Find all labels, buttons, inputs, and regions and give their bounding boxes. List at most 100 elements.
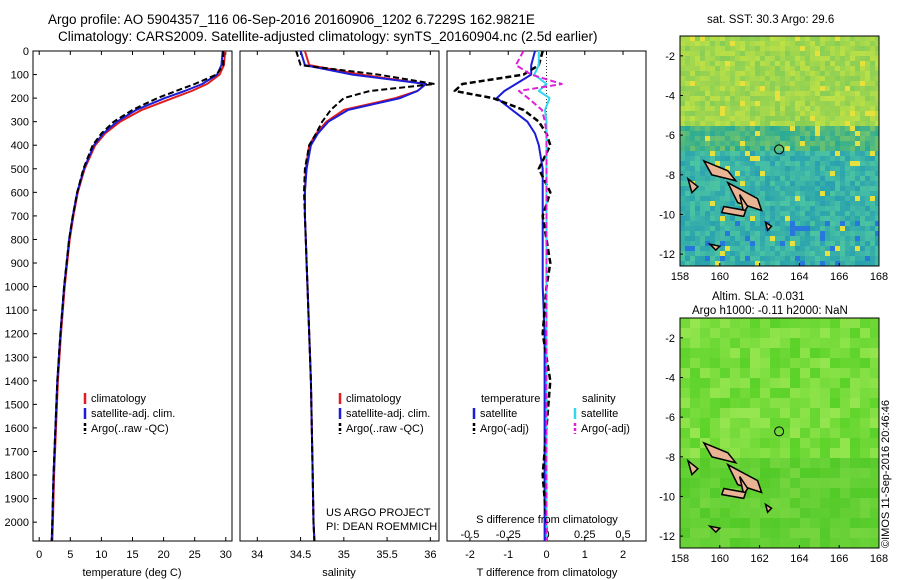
map-cell [815, 181, 820, 186]
map-cell [735, 166, 740, 171]
map-cell [840, 388, 850, 398]
map-cell [870, 428, 879, 438]
map-cell [785, 176, 790, 181]
map-cell [815, 96, 820, 101]
map-cell [700, 111, 705, 116]
map-cell [730, 241, 735, 246]
map-cell [720, 111, 725, 116]
map-cell [690, 378, 700, 388]
map-cell [740, 71, 745, 76]
map-cell [725, 146, 730, 151]
map-cell [795, 101, 800, 106]
map-cell [750, 261, 755, 266]
map-cell [745, 261, 750, 266]
map-cell [770, 216, 775, 221]
map-cell [725, 126, 730, 131]
map-cell [780, 246, 785, 251]
x-tick-label: -1 [503, 549, 513, 561]
sst-map-axes: 158 160 162 164 166 168-2-4-6-8-10-12 [659, 51, 888, 283]
map-cell [745, 86, 750, 91]
map-cell [745, 211, 750, 216]
map-cell [805, 181, 810, 186]
map-cell [850, 171, 855, 176]
map-cell [845, 166, 850, 171]
map-cell [745, 71, 750, 76]
island [702, 159, 738, 182]
map-cell [860, 261, 865, 266]
map-cell [775, 41, 780, 46]
map-cell [760, 448, 770, 458]
map-cell [695, 156, 700, 161]
map-cell [770, 498, 780, 508]
map-cell [780, 418, 790, 428]
map-cell [680, 388, 690, 398]
map-cell [790, 121, 795, 126]
map-cell [790, 166, 795, 171]
map-cell [820, 126, 825, 131]
map-cell [835, 86, 840, 91]
map-cell [750, 428, 760, 438]
map-cell [785, 206, 790, 211]
map-cell [730, 538, 740, 548]
map-cell [710, 338, 720, 348]
map-cell [775, 146, 780, 151]
map-cell [870, 261, 875, 266]
map-cell [825, 81, 830, 86]
map-cell [760, 161, 765, 166]
map-cell [800, 191, 805, 196]
map-cell [805, 206, 810, 211]
map-cell [820, 458, 830, 468]
x-tick-label: 34.5 [290, 549, 311, 561]
x-tick-label: 0 [36, 549, 42, 561]
map-cell [840, 66, 845, 71]
map-cell [805, 196, 810, 201]
map-cell [740, 231, 745, 236]
map-cell [740, 86, 745, 91]
map-cell [720, 126, 725, 131]
map-cell [860, 186, 865, 191]
map-cell [710, 116, 715, 121]
map-cell [730, 136, 735, 141]
map-cell [860, 448, 870, 458]
map-cell [820, 488, 830, 498]
map-cell [720, 318, 730, 328]
map-cell [710, 256, 715, 261]
map-cell [860, 141, 865, 146]
map-y-tick-label: -10 [659, 209, 675, 221]
map-cell [870, 41, 875, 46]
map-cell [755, 176, 760, 181]
map-cell [830, 211, 835, 216]
map-cell [695, 151, 700, 156]
map-cell [825, 251, 830, 256]
map-cell [820, 508, 830, 518]
map-cell [680, 96, 685, 101]
map-cell [740, 106, 745, 111]
map-cell [850, 136, 855, 141]
map-cell [850, 121, 855, 126]
map-cell [715, 46, 720, 51]
map-cell [740, 141, 745, 146]
map-cell [865, 191, 870, 196]
map-cell [680, 171, 685, 176]
map-cell [770, 196, 775, 201]
map-cell [805, 216, 810, 221]
map-cell [680, 186, 685, 191]
map-cell [795, 81, 800, 86]
map-cell [855, 236, 860, 241]
map-cell [710, 478, 720, 488]
map-cell [850, 528, 860, 538]
map-cell [780, 448, 790, 458]
legend-label: Argo(-adj) [581, 423, 630, 435]
map-cell [695, 106, 700, 111]
map-cell [705, 71, 710, 76]
map-cell [870, 216, 875, 221]
map-cell [765, 136, 770, 141]
map-cell [700, 256, 705, 261]
map-cell [855, 96, 860, 101]
map-cell [720, 81, 725, 86]
map-cell [780, 201, 785, 206]
imos-timestamp: ©IMOS 11-Sep-2016 20:46:46 [880, 400, 892, 548]
map-cell [740, 131, 745, 136]
map-cell [785, 241, 790, 246]
map-cell [805, 211, 810, 216]
